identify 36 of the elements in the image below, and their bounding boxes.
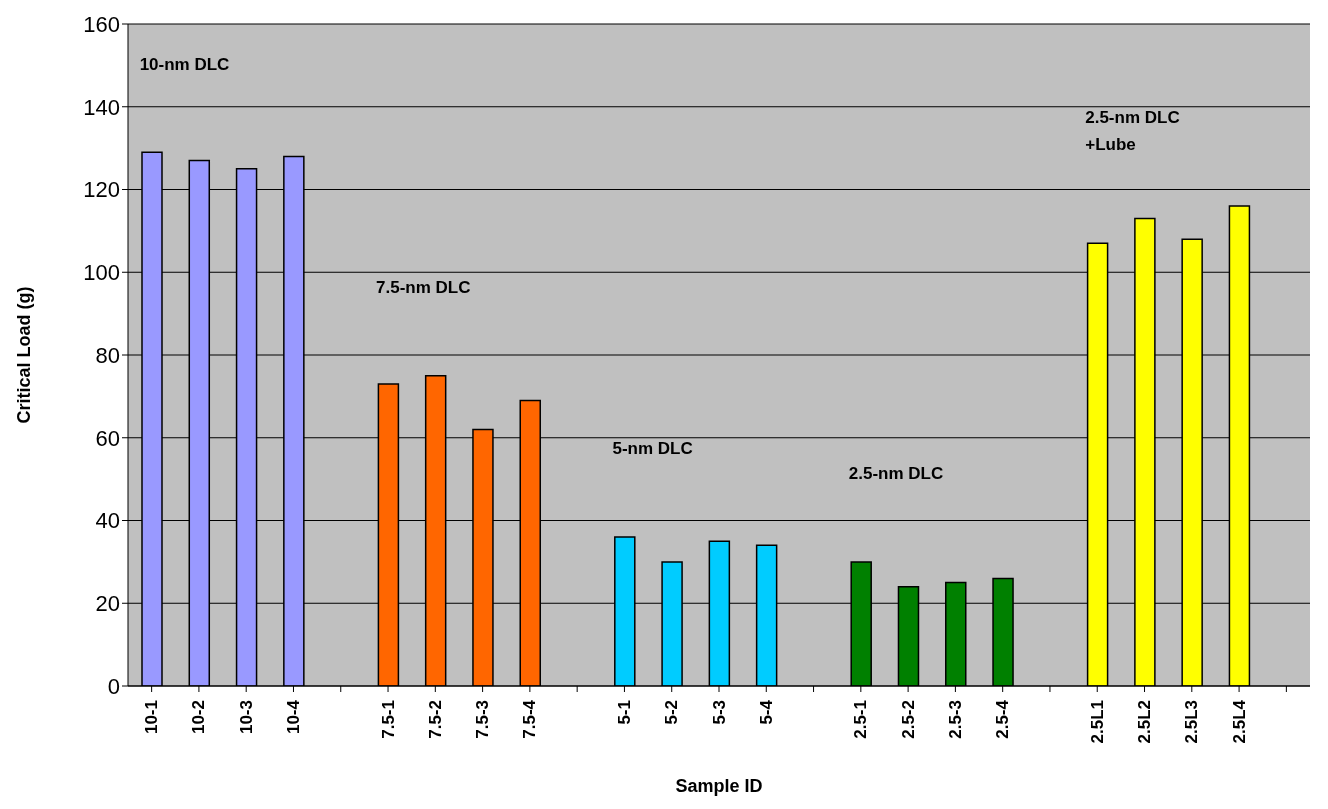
y-tick-label: 140 <box>83 94 120 120</box>
x-tick-label: 2.5-1 <box>851 700 871 739</box>
y-axis-title: Critical Load (g) <box>14 286 34 424</box>
annotation: 2.5-nm DLC +Lube <box>1085 108 1180 155</box>
y-tick-label: 100 <box>83 260 120 286</box>
y-tick-label: 120 <box>83 177 120 203</box>
x-tick-label: 5-4 <box>756 699 776 725</box>
x-tick-label: 10-3 <box>236 700 256 735</box>
y-tick-label: 40 <box>95 508 120 534</box>
annotation: 10-nm DLC <box>139 54 230 74</box>
x-tick-label: 2.5L1 <box>1087 700 1107 744</box>
x-tick-label: 2.5L2 <box>1135 700 1155 744</box>
annotation: 2.5-nm DLC <box>848 464 944 484</box>
y-tick-label: 80 <box>95 342 120 368</box>
x-tick-label: 7.5-2 <box>425 700 445 739</box>
x-tick-label: 10-2 <box>189 700 209 735</box>
x-tick-label: 7.5-3 <box>473 700 493 739</box>
y-tick-label: 160 <box>83 11 120 37</box>
x-tick-label: 7.5-1 <box>378 700 398 739</box>
y-tick-label: 0 <box>107 673 120 699</box>
annotation: 7.5-nm DLC <box>376 277 471 297</box>
x-tick-label: 10-4 <box>283 699 303 735</box>
x-tick-label: 5-2 <box>662 700 682 725</box>
x-tick-label: 10-1 <box>142 700 162 735</box>
x-tick-label: 2.5L4 <box>1229 699 1249 744</box>
x-tick-label: 5-3 <box>709 700 729 725</box>
y-tick-label: 60 <box>95 425 120 451</box>
x-tick-label: 2.5-2 <box>898 700 918 739</box>
x-tick-label: 2.5-4 <box>993 699 1013 739</box>
x-tick-label: 5-1 <box>614 700 634 725</box>
y-tick-label: 20 <box>95 591 120 617</box>
annotation: 5-nm DLC <box>612 439 693 459</box>
x-tick-label: 2.5-3 <box>945 700 965 739</box>
x-tick-label: 7.5-4 <box>520 699 540 739</box>
x-axis-title: Sample ID <box>675 776 763 796</box>
x-tick-label: 2.5L3 <box>1182 700 1202 744</box>
